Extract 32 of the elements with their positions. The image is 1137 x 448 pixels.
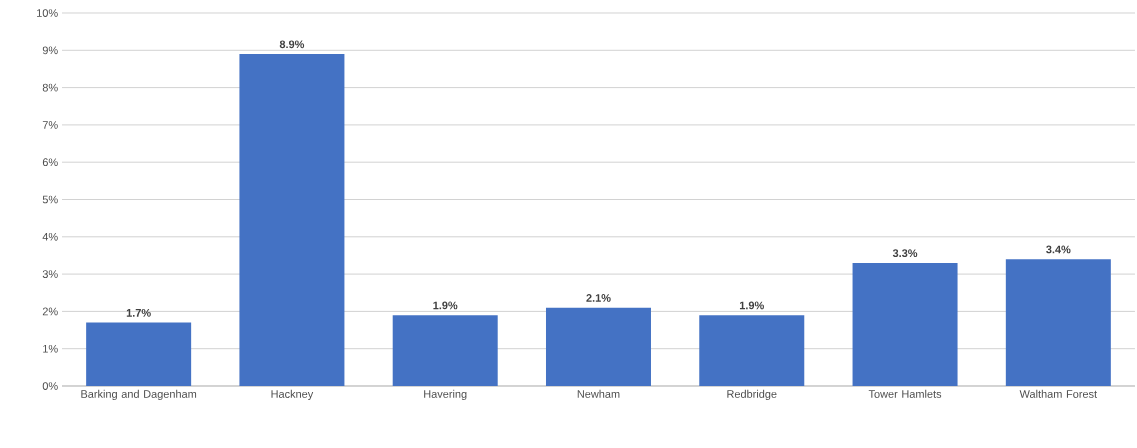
- x-tick-label: Hackney: [271, 389, 314, 401]
- y-tick-label: 6%: [42, 158, 58, 167]
- y-tick-label: 9%: [42, 46, 58, 55]
- x-tick-label: Barking and Dagenham: [81, 389, 197, 401]
- y-tick-label: 4%: [42, 232, 58, 241]
- y-tick-label: 0%: [42, 382, 58, 390]
- x-tick-label: Havering: [424, 389, 467, 401]
- data-label: 2.1%: [586, 294, 611, 302]
- x-tick-label: Redbridge: [727, 389, 777, 401]
- y-tick-label: 10%: [37, 9, 58, 17]
- y-tick-label: 2%: [42, 307, 58, 316]
- bar: [392, 315, 498, 386]
- data-label: 3.4%: [1046, 245, 1071, 254]
- y-tick-label: 8%: [42, 83, 58, 92]
- x-tick-label: Newham: [577, 389, 620, 398]
- y-tick-label: 5%: [42, 195, 58, 204]
- y-tick-label: 1%: [43, 344, 58, 353]
- bar: [852, 262, 958, 386]
- bar: [86, 322, 192, 386]
- data-label: 1.7%: [126, 309, 151, 317]
- data-label: 1.9%: [433, 301, 458, 310]
- bar: [239, 54, 345, 386]
- y-tick-label: 7%: [42, 121, 58, 129]
- x-tick-label: Tower Hamlets: [868, 389, 942, 398]
- y-tick-label: 3%: [42, 270, 58, 278]
- data-label: 8.9%: [279, 40, 305, 49]
- bar: [699, 315, 805, 386]
- bar: [545, 307, 651, 386]
- data-label: 3.3%: [892, 249, 918, 258]
- x-tick-label: Waltham Forest: [1019, 389, 1098, 398]
- data-label: 1.9%: [739, 301, 764, 310]
- bar: [1005, 259, 1111, 386]
